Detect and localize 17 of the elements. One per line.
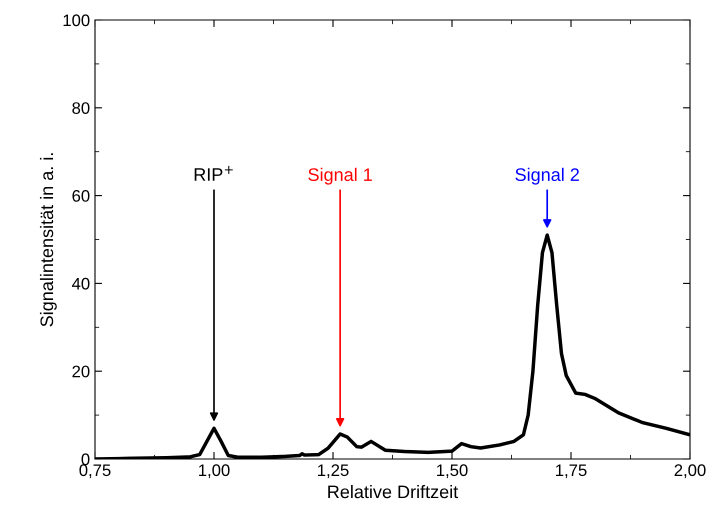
x-axis-title: Relative Driftzeit — [328, 484, 458, 498]
x-tick-label: 0,75 — [79, 464, 111, 478]
annotation: RIP$^{+}$ — [194, 166, 233, 181]
y-tick-label: 60 — [72, 190, 90, 202]
x-tick-label: 2,00 — [674, 464, 706, 478]
y-tick-label: 100 — [64, 14, 90, 26]
y-tick-label: 0 — [82, 453, 90, 466]
annotation: Signal 2 — [515, 168, 579, 185]
x-tick-label: 1,25 — [318, 464, 349, 478]
y-tick-label: 40 — [72, 278, 90, 290]
y-axis-title: Signalintensität in a. i. — [40, 153, 57, 326]
x-tick-label: 1,00 — [199, 464, 230, 478]
y-tick-label: 20 — [72, 366, 90, 378]
y-tick-label: 80 — [72, 102, 90, 114]
x-tick-label: 1,50 — [437, 464, 468, 478]
x-tick-label: 1,75 — [556, 464, 587, 478]
annotation: Signal 1 — [308, 168, 372, 185]
